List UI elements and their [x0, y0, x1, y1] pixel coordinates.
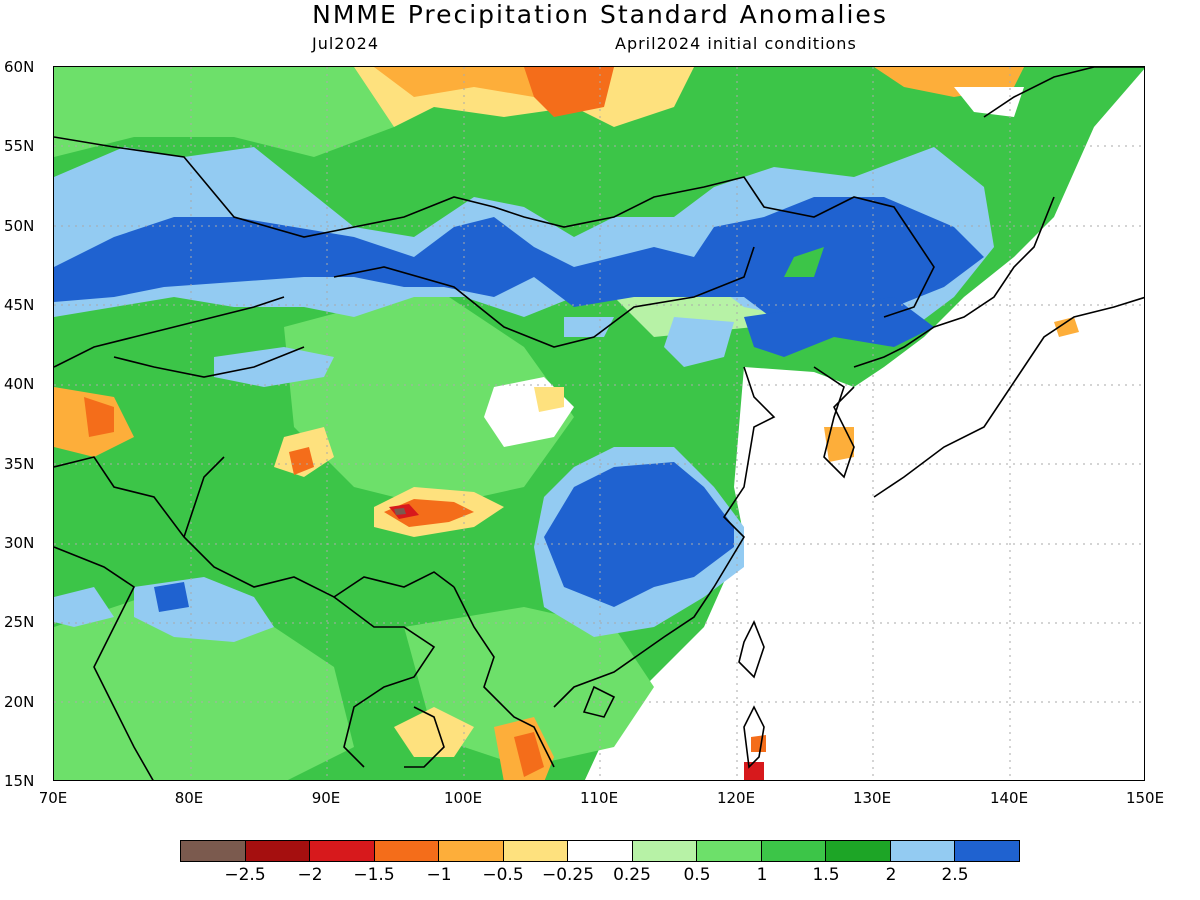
colorbar-swatch: [568, 841, 633, 861]
lat-label: 60N: [4, 58, 35, 76]
lon-label: 70E: [38, 789, 68, 807]
colorbar-label: −1: [426, 865, 452, 885]
lon-label: 90E: [311, 789, 341, 807]
colorbar-label: −2: [297, 865, 323, 885]
colorbar-swatch: [503, 841, 569, 861]
lon-label: 110E: [579, 789, 619, 807]
lat-label: 15N: [4, 772, 35, 790]
colorbar-swatch: [826, 841, 891, 861]
lon-label: 130E: [852, 789, 892, 807]
lat-label: 20N: [4, 693, 35, 711]
forecast-month: Jul2024: [312, 34, 380, 53]
colorbar-swatch: [632, 841, 698, 861]
colorbar-label: −1.5: [353, 865, 395, 885]
lon-label: 140E: [989, 789, 1029, 807]
colorbar-swatch: [374, 841, 440, 861]
colorbar-swatch: [310, 841, 375, 861]
anomaly-map: [53, 66, 1145, 781]
lon-label: 80E: [174, 789, 204, 807]
colorbar-swatch: [245, 841, 311, 861]
lat-label: 45N: [4, 296, 35, 314]
colorbar-label: 1: [756, 865, 768, 885]
colorbar-swatch: [955, 841, 1019, 861]
color-bar: [180, 840, 1020, 862]
lat-label: 25N: [4, 613, 35, 631]
chart-title: NMME Precipitation Standard Anomalies: [312, 0, 888, 29]
map-canvas: [54, 67, 1144, 780]
lat-label: 50N: [4, 217, 35, 235]
colorbar-label: −0.5: [482, 865, 524, 885]
lat-label: 40N: [4, 375, 35, 393]
initial-conditions: April2024 initial conditions: [615, 34, 857, 53]
colorbar-label: 0.5: [683, 865, 711, 885]
lon-label: 150E: [1125, 789, 1165, 807]
colorbar-label: −2.5: [224, 865, 266, 885]
lat-label: 30N: [4, 534, 35, 552]
colorbar-label: 2: [885, 865, 897, 885]
colorbar-label: 2.5: [941, 865, 969, 885]
colorbar-label: 0.25: [613, 865, 651, 885]
lat-label: 55N: [4, 137, 35, 155]
colorbar-swatch: [181, 841, 246, 861]
colorbar-swatch: [761, 841, 827, 861]
lat-label: 35N: [4, 455, 35, 473]
lon-label: 100E: [443, 789, 483, 807]
lon-label: 120E: [716, 789, 756, 807]
colorbar-label: 1.5: [812, 865, 840, 885]
colorbar-swatch: [697, 841, 762, 861]
colorbar-swatch: [439, 841, 504, 861]
colorbar-label: −0.25: [541, 865, 595, 885]
colorbar-swatch: [890, 841, 956, 861]
